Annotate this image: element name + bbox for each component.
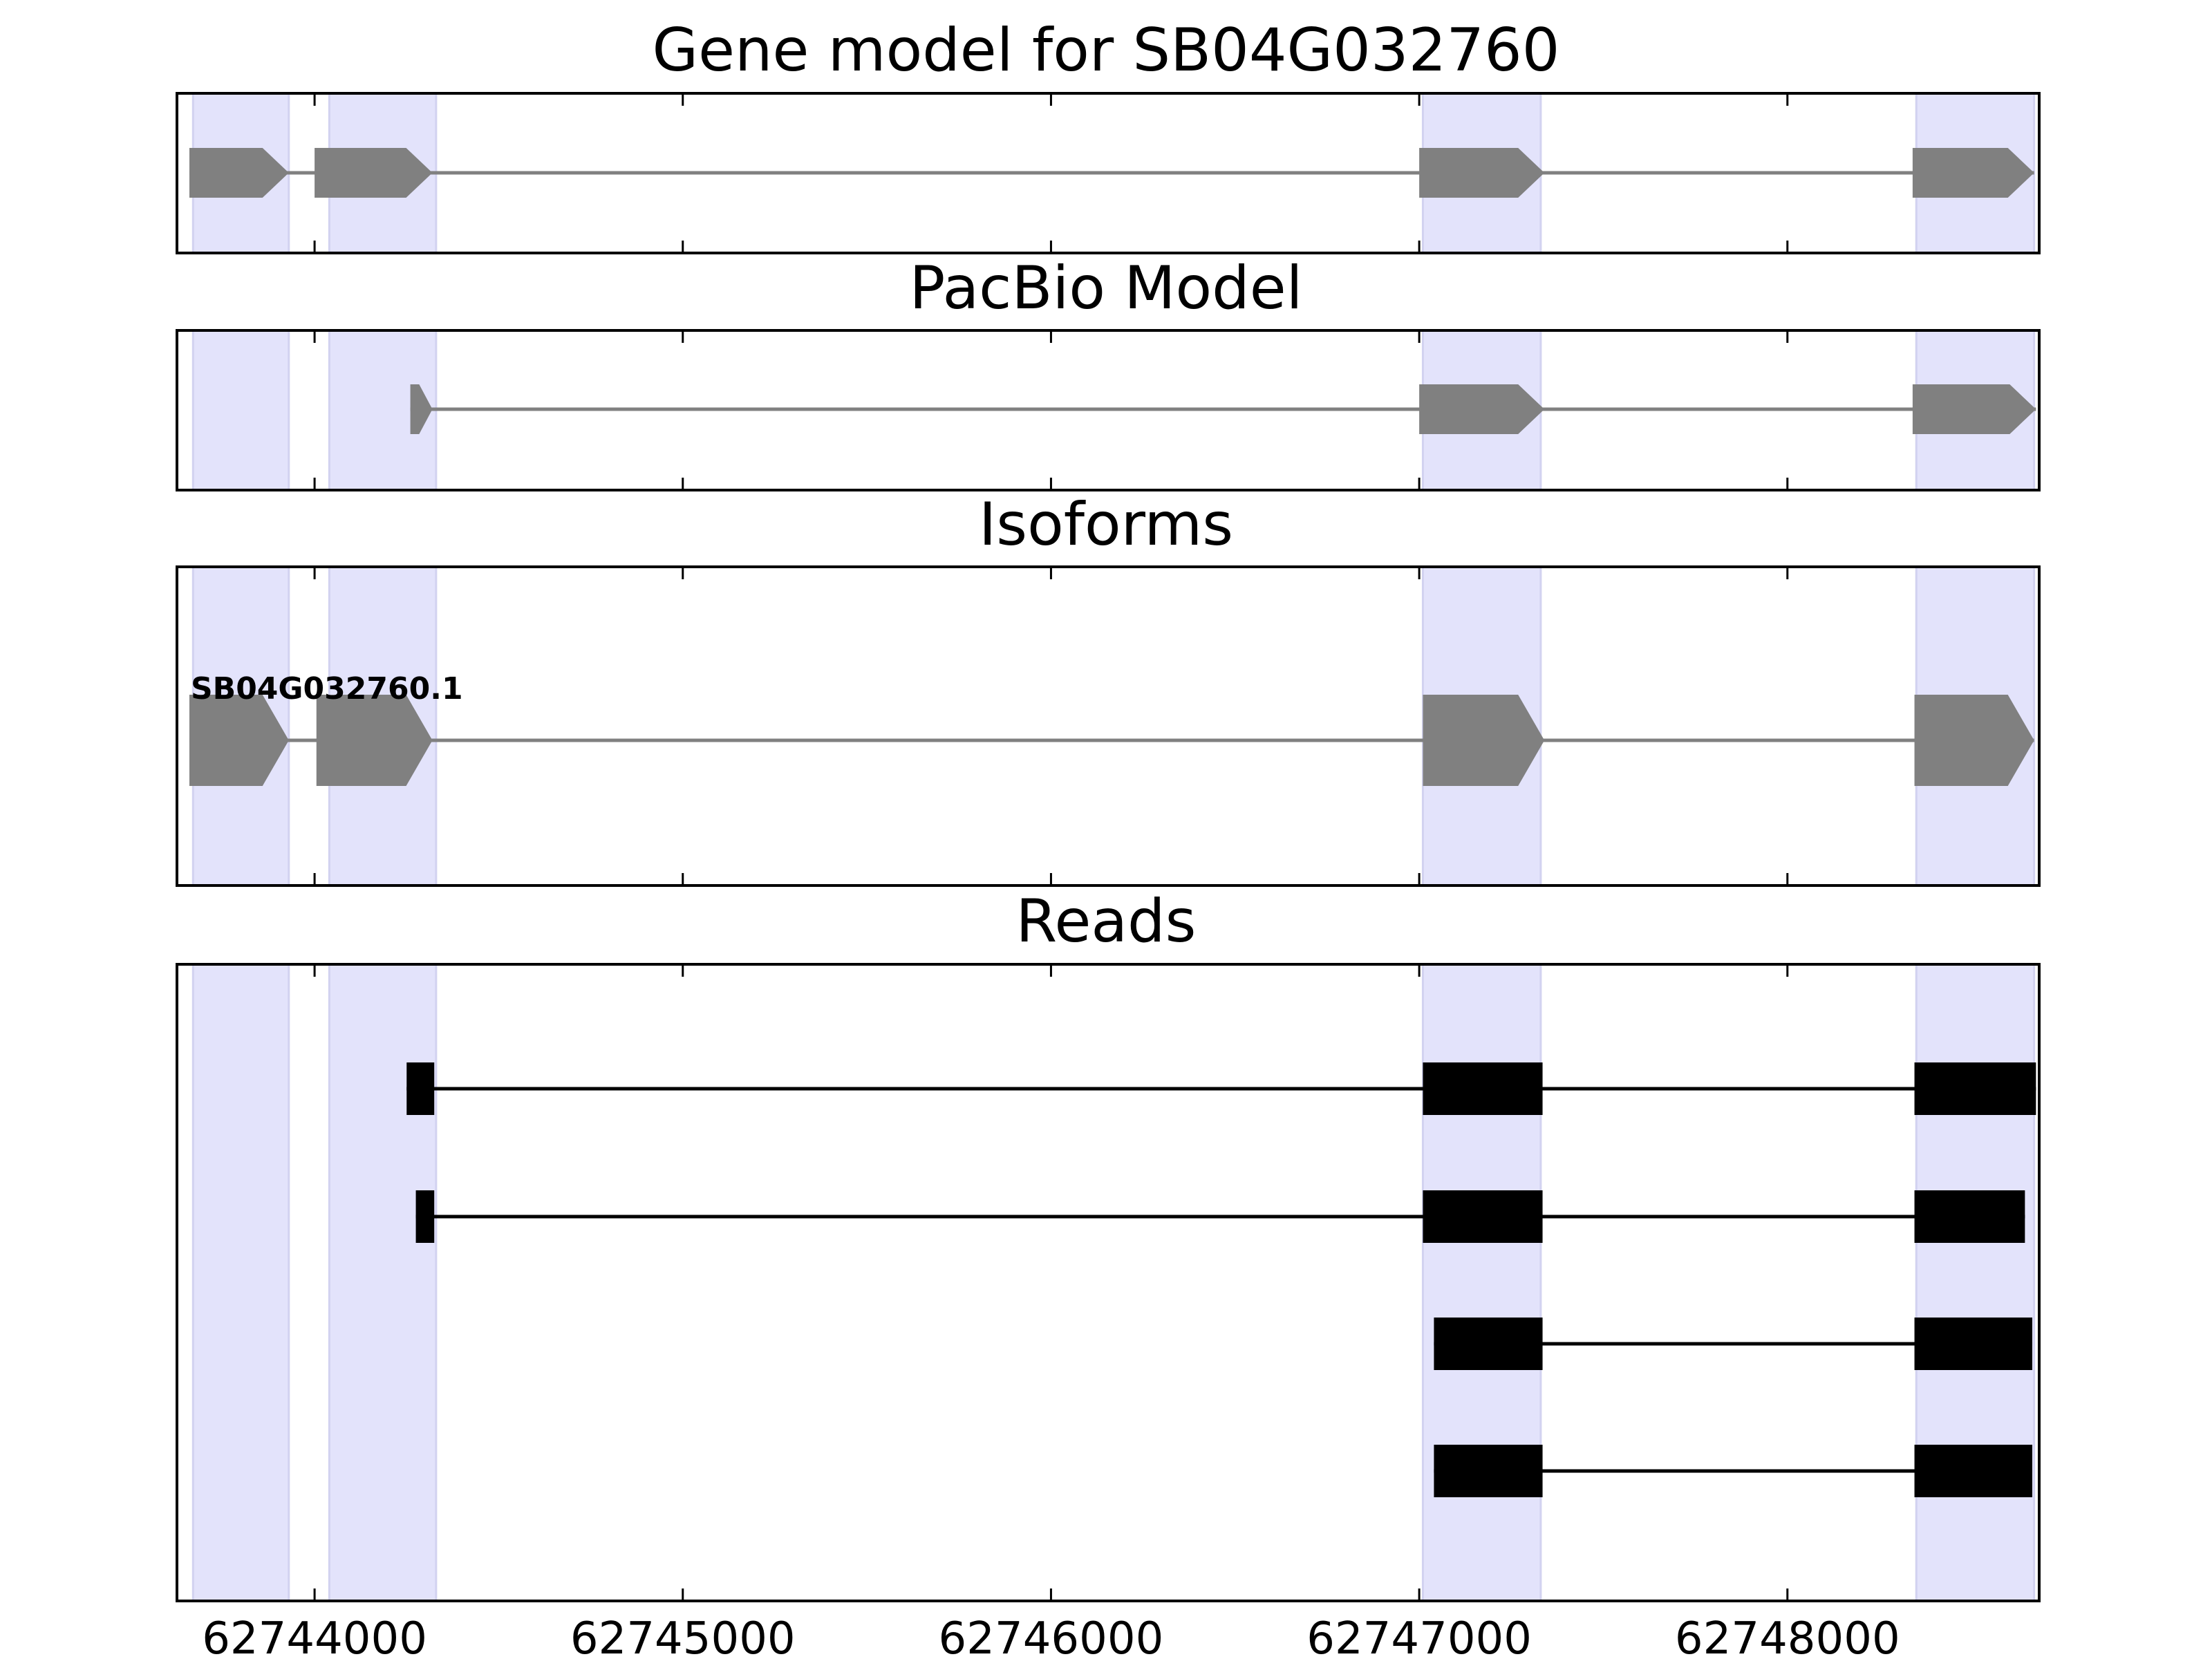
read-exon-block [1423,1062,1543,1115]
exon-arrow [189,148,289,198]
x-tick-label: 62747000 [1306,1613,1532,1659]
panel-title-pacbio-model: PacBio Model [909,254,1302,323]
read-exon-block [1434,1318,1543,1370]
x-tick-label: 62745000 [570,1613,796,1659]
exon-highlight-band [1915,963,2036,1602]
panel-reads: Reads [176,887,2041,1602]
x-axis-tick-labels: 62744000 62745000 62746000 62747000 62748000 [202,1613,1900,1659]
read-exon-block [1914,1445,2033,1497]
read-exon-block [1434,1445,1543,1497]
panel-frame [176,963,2041,1602]
exon-arrow [1914,695,2034,786]
exon-arrow [410,384,433,434]
read-exon-block [406,1062,435,1115]
panel-title-gene-model: Gene model for SB04G032760 [653,16,1560,85]
isoform-label: SB04G032760.1 [191,671,463,706]
panel-frame [176,92,2041,254]
exon-arrow [189,695,289,786]
exon-arrow [1419,384,1545,434]
panel-isoforms: Isoforms SB04G032760.1 [176,490,2041,887]
panel-frame [176,329,2041,491]
panel-frame [176,565,2041,887]
x-tick-label: 62746000 [939,1613,1164,1659]
exon-arrow [1423,695,1545,786]
exon-arrow [315,148,433,198]
read-exon-block [1914,1062,2036,1115]
read-exon-block [1423,1190,1543,1243]
exon-arrow [1912,384,2036,434]
exon-highlight-band [191,329,290,491]
panel-gene-model: Gene model for SB04G032760 [176,16,2041,254]
exon-arrow [1912,148,2034,198]
exon-highlight-band [191,963,290,1602]
read-exon-block [1914,1190,2025,1243]
exon-highlight-band [328,963,438,1602]
read-exon-block [415,1190,435,1243]
panel-title-reads: Reads [1016,887,1197,956]
panel-pacbio-model: PacBio Model [176,254,2041,491]
read-exon-block [1914,1318,2033,1370]
x-tick-label: 62744000 [202,1613,427,1659]
x-tick-label: 62748000 [1675,1613,1900,1659]
panel-title-isoforms: Isoforms [979,490,1233,559]
exon-arrow [316,695,433,786]
exon-arrow [1419,148,1545,198]
exon-highlight-band [1421,963,1542,1602]
